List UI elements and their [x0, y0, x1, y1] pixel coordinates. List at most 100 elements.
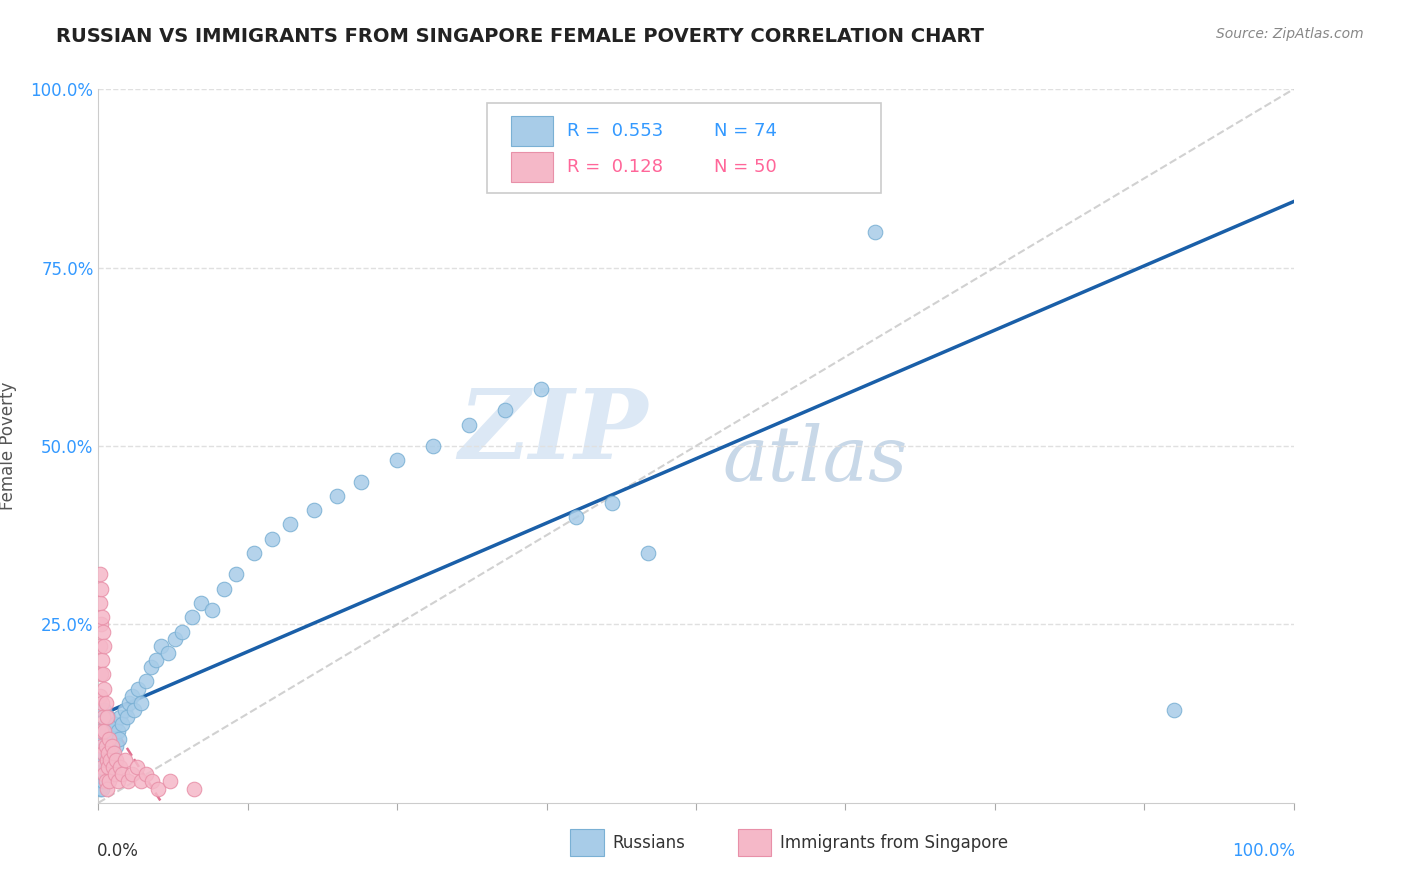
- Point: [98, 731, 121, 746]
- Point: [90, 667, 112, 681]
- Bar: [510, 152, 553, 182]
- Point: [91, 731, 114, 746]
- Text: atlas: atlas: [723, 424, 908, 497]
- Point: [94, 774, 117, 789]
- Point: [565, 510, 588, 524]
- Point: [260, 532, 283, 546]
- Point: [156, 646, 179, 660]
- Point: [91, 781, 114, 796]
- Point: [114, 703, 136, 717]
- Point: [91, 724, 114, 739]
- Point: [602, 496, 624, 510]
- Point: [124, 703, 146, 717]
- Point: [530, 382, 553, 396]
- Point: [90, 724, 112, 739]
- Point: [105, 739, 128, 753]
- Point: [93, 746, 115, 760]
- Text: Immigrants from Singapore: Immigrants from Singapore: [779, 834, 1008, 852]
- Point: [98, 753, 121, 767]
- Point: [98, 753, 122, 767]
- Point: [96, 710, 118, 724]
- Text: Source: ZipAtlas.com: Source: ZipAtlas.com: [1216, 27, 1364, 41]
- Point: [94, 739, 117, 753]
- Point: [96, 753, 118, 767]
- Point: [637, 546, 659, 560]
- Point: [135, 767, 157, 781]
- Point: [98, 760, 122, 774]
- Point: [94, 739, 117, 753]
- Point: [121, 689, 143, 703]
- Point: [117, 774, 139, 789]
- Point: [93, 724, 115, 739]
- Point: [93, 703, 115, 717]
- Point: [494, 403, 516, 417]
- Point: [96, 724, 118, 739]
- Point: [127, 681, 149, 696]
- Point: [115, 710, 138, 724]
- Point: [114, 753, 136, 767]
- Point: [105, 753, 128, 767]
- Point: [145, 653, 167, 667]
- Point: [97, 739, 120, 753]
- Point: [91, 746, 114, 760]
- Point: [89, 767, 111, 781]
- Point: [90, 582, 112, 596]
- Point: [131, 774, 153, 789]
- Point: [93, 767, 115, 781]
- Point: [94, 696, 117, 710]
- Point: [190, 596, 212, 610]
- Point: [326, 489, 349, 503]
- Point: [111, 767, 134, 781]
- Point: [91, 653, 114, 667]
- Point: [108, 760, 131, 774]
- Point: [104, 717, 127, 731]
- Point: [91, 753, 114, 767]
- Point: [89, 567, 111, 582]
- Point: [243, 546, 266, 560]
- Point: [97, 760, 120, 774]
- Point: [125, 760, 148, 774]
- Point: [139, 660, 162, 674]
- Point: [350, 475, 373, 489]
- Point: [94, 760, 117, 774]
- Point: [1163, 703, 1185, 717]
- Text: N = 74: N = 74: [714, 122, 778, 140]
- Point: [131, 696, 153, 710]
- Text: 0.0%: 0.0%: [97, 842, 139, 860]
- Point: [93, 639, 115, 653]
- Point: [422, 439, 444, 453]
- Point: [91, 760, 114, 774]
- Y-axis label: Female Poverty: Female Poverty: [0, 382, 17, 510]
- Point: [91, 696, 114, 710]
- Point: [183, 781, 205, 796]
- Point: [163, 632, 186, 646]
- Point: [458, 417, 481, 432]
- Point: [97, 710, 120, 724]
- Point: [91, 710, 114, 724]
- Text: RUSSIAN VS IMMIGRANTS FROM SINGAPORE FEMALE POVERTY CORRELATION CHART: RUSSIAN VS IMMIGRANTS FROM SINGAPORE FEM…: [56, 27, 984, 45]
- Point: [385, 453, 409, 467]
- Point: [91, 624, 114, 639]
- Point: [90, 753, 112, 767]
- Text: N = 50: N = 50: [714, 158, 776, 176]
- Point: [91, 667, 114, 681]
- Point: [107, 731, 129, 746]
- Point: [100, 739, 122, 753]
- Point: [302, 503, 325, 517]
- Bar: [738, 830, 772, 856]
- Point: [89, 689, 111, 703]
- Point: [118, 696, 141, 710]
- Point: [278, 517, 301, 532]
- Point: [101, 746, 124, 760]
- Point: [180, 610, 202, 624]
- Text: Russians: Russians: [613, 834, 685, 852]
- Point: [107, 774, 129, 789]
- Point: [148, 781, 170, 796]
- Point: [97, 746, 120, 760]
- Point: [865, 225, 887, 239]
- Point: [97, 760, 120, 774]
- Point: [111, 717, 134, 731]
- Point: [100, 753, 122, 767]
- Point: [89, 781, 111, 796]
- Point: [90, 774, 112, 789]
